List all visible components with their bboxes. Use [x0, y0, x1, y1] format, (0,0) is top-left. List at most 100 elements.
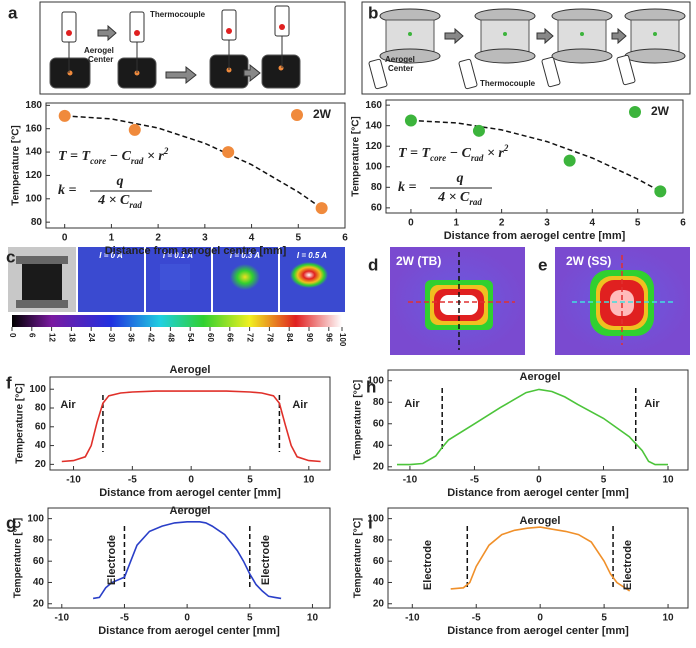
y-tick-label: 20: [373, 598, 385, 609]
plot-frame: [47, 507, 331, 609]
x-tick-label: 3: [202, 233, 208, 244]
colorbar-tick-label: 24: [87, 333, 96, 342]
equation-part: rad: [129, 200, 142, 210]
x-axis-label: Distance from aerogel center [mm]: [99, 487, 281, 499]
annotation: Aerogel: [170, 364, 211, 376]
equation-part: 4 × C: [97, 193, 130, 208]
x-tick-label: 4: [249, 233, 255, 244]
plot-frame: [49, 376, 331, 471]
legend-label: 2W: [651, 104, 670, 118]
x-tick-label: -5: [472, 613, 481, 624]
diagram-label: Thermocouple: [150, 10, 206, 19]
colorbar-tick-label: 18: [67, 333, 76, 342]
colorbar-tick-label: 72: [245, 333, 254, 342]
data-point: [222, 146, 235, 159]
thermal-spot: [160, 264, 190, 290]
x-tick-label: 0: [62, 233, 68, 244]
y-tick-label: 160: [25, 123, 42, 134]
y-tick-label: 100: [367, 513, 384, 524]
panel-e: 2W (SS) e: [538, 247, 690, 355]
x-tick-label: 5: [296, 233, 302, 244]
y-tick-label: 40: [35, 440, 47, 451]
y-tick-label: 40: [373, 577, 385, 588]
colorbar-tick-label: 54: [186, 333, 195, 342]
y-tick-label: 180: [25, 100, 42, 111]
annotation: Electrode: [622, 540, 634, 590]
fit-line: [64, 115, 323, 209]
y-tick-label: 60: [33, 556, 45, 567]
annotation: Air: [644, 398, 660, 410]
data-point: [58, 109, 71, 122]
equation: T = Tcore − Crad × r2: [58, 146, 169, 166]
panel-letter: h: [366, 377, 376, 396]
arrows: [97, 24, 261, 85]
diagram-label: Center: [88, 55, 113, 64]
x-tick-label: -5: [470, 475, 479, 486]
photo-sample: [22, 262, 62, 302]
diagram-label: Center: [388, 64, 413, 73]
equation: k =: [58, 183, 77, 198]
y-tick-label: 100: [365, 161, 382, 172]
y-tick-label: 80: [31, 217, 43, 228]
image-label: I = 0.1 A: [163, 251, 193, 260]
data-line: [450, 526, 631, 592]
fit-line: [410, 119, 661, 193]
data-point: [563, 154, 576, 167]
equation: 4 × Crad: [437, 190, 482, 207]
data-line: [92, 521, 282, 600]
panel-letter: a: [8, 3, 18, 22]
x-tick-label: -5: [128, 475, 137, 486]
y-axis-label: Temperature [°C]: [353, 380, 364, 461]
y-axis-label: Temperature [°C]: [353, 518, 364, 599]
equation-part: T = T: [58, 149, 92, 164]
panel-d: 2W (TB) d: [368, 247, 525, 355]
y-axis-label: Temperature [°C]: [11, 125, 22, 206]
colorbar-tick-label: 42: [146, 333, 155, 342]
y-tick-label: 20: [33, 598, 45, 609]
x-tick-label: 5: [247, 613, 253, 624]
annotation: Electrode: [260, 535, 272, 585]
x-tick-label: 0: [408, 218, 414, 229]
panel-letter: e: [538, 255, 547, 274]
probe-tips: [66, 24, 285, 36]
colorbar-tick-label: 0: [8, 333, 17, 338]
x-tick-label: 10: [307, 613, 319, 624]
equation: 4 × Crad: [97, 193, 142, 210]
y-tick-label: 120: [25, 170, 42, 181]
image-label: 2W (SS): [566, 254, 611, 268]
equation-part: × r: [143, 149, 164, 164]
y-tick-label: 160: [365, 100, 382, 111]
equation-part: rad: [131, 156, 144, 166]
x-tick-label: 6: [680, 218, 686, 229]
image-label: I = 0 A: [99, 251, 123, 260]
colorbar-tick-label: 90: [305, 333, 314, 342]
panel-letter: d: [368, 255, 378, 274]
y-tick-label: 40: [33, 577, 45, 588]
equation-part: × r: [483, 146, 504, 161]
data-line: [397, 388, 668, 466]
y-tick-label: 100: [367, 375, 384, 386]
image-label: I = 0.5 A: [297, 251, 327, 260]
x-tick-label: -10: [66, 475, 81, 486]
equation-part: rad: [471, 153, 484, 163]
equation: T = Tcore − Crad × r2: [398, 143, 509, 163]
y-tick-label: 100: [27, 513, 44, 524]
equation: q: [457, 171, 464, 186]
annotation: Air: [292, 399, 308, 411]
photo-plate: [16, 256, 68, 264]
equation: q: [117, 174, 124, 189]
diagram-label: Thermocouple: [480, 79, 536, 88]
colorbar-tick-label: 96: [325, 333, 334, 342]
x-tick-label: 5: [247, 475, 253, 486]
x-tick-label: 6: [342, 233, 348, 244]
y-tick-label: 80: [33, 535, 45, 546]
x-tick-label: 10: [662, 613, 674, 624]
x-axis-label: Distance from aerogel center [mm]: [447, 625, 629, 637]
x-axis-label: Distance from aerogel centre [mm]: [444, 230, 626, 242]
legend-marker: [291, 109, 303, 121]
colorbar-tick-label: 12: [47, 333, 56, 342]
colorbar: [12, 315, 342, 327]
annotation: Air: [60, 399, 76, 411]
x-tick-label: 5: [601, 475, 607, 486]
